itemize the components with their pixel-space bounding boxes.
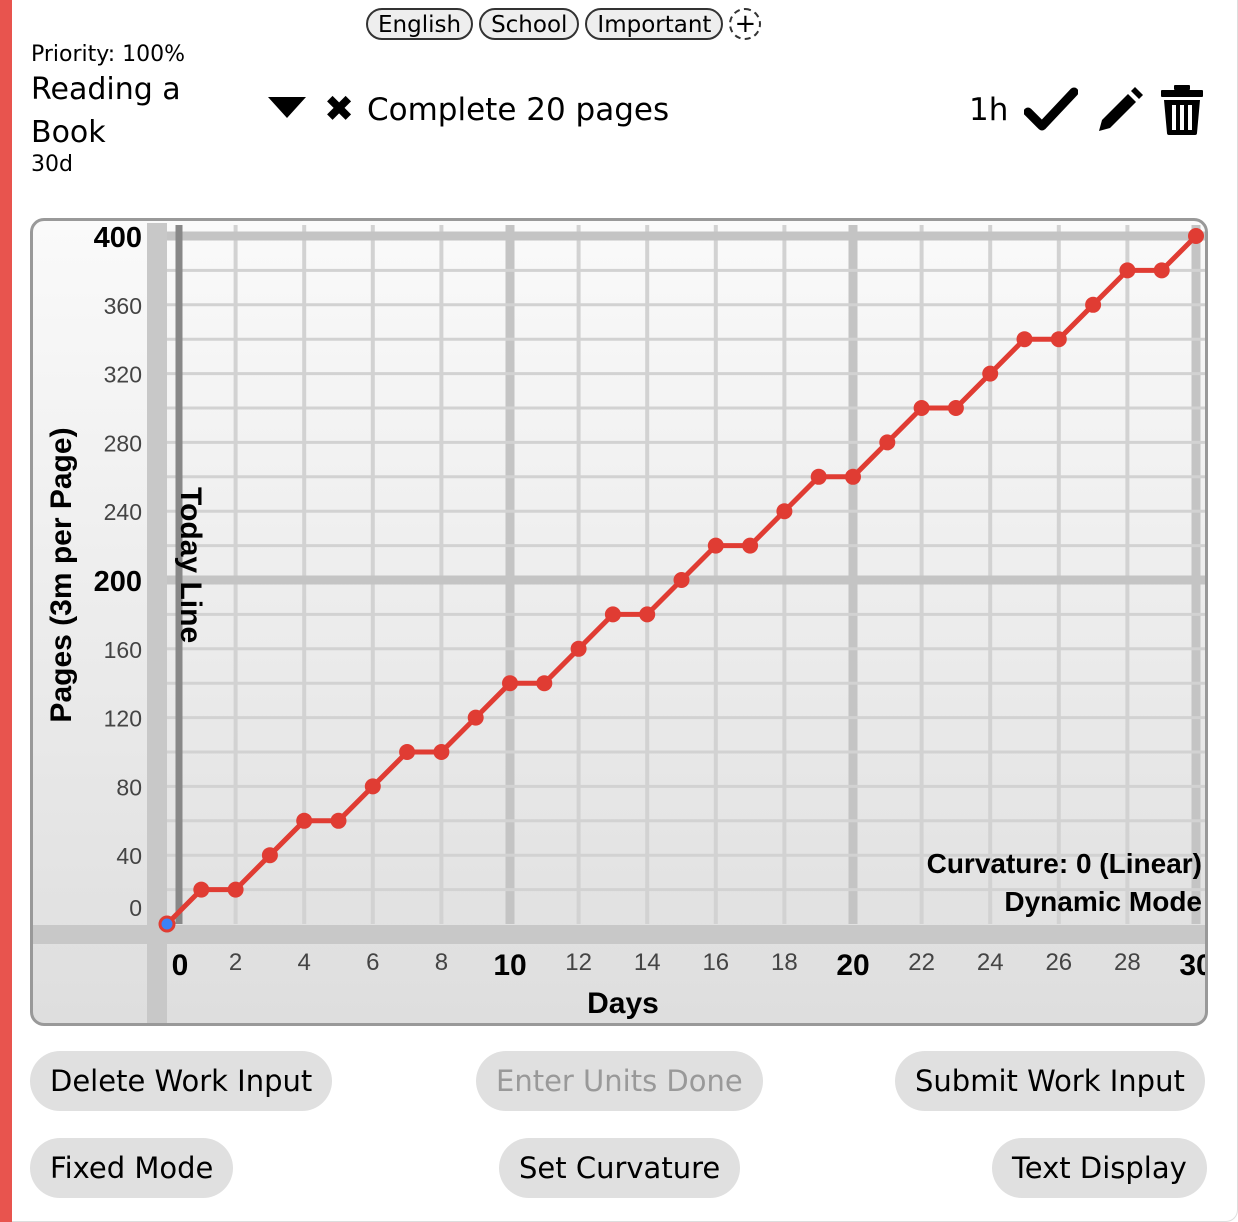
due-date: 30d	[31, 152, 73, 177]
set-curvature-button[interactable]: Set Curvature	[499, 1138, 741, 1198]
x-axis-label: Days	[587, 987, 659, 1020]
data-point	[776, 503, 793, 520]
chart-svg: Today Line 0 40 80 120 160 200 240 280 320 360 400 0…	[33, 222, 1208, 1023]
x-axis-band	[33, 925, 1205, 944]
data-point	[261, 847, 278, 864]
y-tick-label: 200	[94, 566, 142, 598]
chart-annotation: Dynamic Mode	[1004, 886, 1202, 917]
data-point	[467, 709, 484, 726]
data-point	[1016, 331, 1033, 348]
data-point	[879, 434, 896, 451]
y-tick-label: 320	[104, 362, 142, 388]
fixed-mode-button[interactable]: Fixed Mode	[30, 1138, 234, 1198]
submit-work-input-button[interactable]: Submit Work Input	[895, 1051, 1205, 1111]
task-title: Complete 20 pages	[367, 92, 670, 128]
data-point	[913, 400, 930, 416]
tag-list: English School Important +	[366, 8, 762, 40]
data-point	[707, 537, 724, 554]
work-chart[interactable]: Today Line 0 40 80 120 160 200 240 280 320 360 400 0…	[30, 218, 1208, 1026]
x-tick-label: 4	[298, 949, 311, 976]
x-tick-label: 0	[172, 949, 189, 982]
y-tick-label: 120	[104, 706, 142, 732]
data-point	[296, 812, 313, 829]
x-tick-label: 20	[836, 949, 869, 982]
x-tick-label: 8	[435, 949, 448, 976]
x-icon: ✖	[324, 89, 355, 130]
data-point	[193, 881, 210, 898]
x-tick-label: 30	[1179, 949, 1208, 982]
chart-annotation: Curvature: 0 (Linear)	[927, 848, 1202, 879]
data-point	[1188, 228, 1204, 244]
data-point	[673, 572, 690, 588]
delete-work-input-button[interactable]: Delete Work Input	[30, 1051, 333, 1111]
y-tick-label: 40	[116, 843, 142, 869]
y-tick-label: 80	[116, 774, 142, 800]
data-point	[570, 640, 587, 657]
x-tick-label: 14	[634, 949, 661, 976]
data-point	[982, 365, 999, 382]
x-tick-label: 22	[908, 949, 935, 976]
data-point	[1050, 331, 1067, 348]
text-display-button[interactable]: Text Display	[992, 1138, 1207, 1198]
data-point	[604, 606, 621, 623]
checkmark-icon[interactable]	[1024, 86, 1078, 134]
start-point	[158, 915, 176, 933]
x-tick-label: 18	[771, 949, 798, 976]
data-point	[1119, 262, 1136, 279]
y-tick-label: 240	[104, 499, 142, 525]
x-tick-label: 28	[1114, 949, 1141, 976]
tag-english[interactable]: English	[366, 8, 474, 40]
pencil-icon[interactable]	[1094, 84, 1144, 134]
x-tick-label: 26	[1045, 949, 1072, 976]
data-point	[1153, 262, 1170, 279]
x-tick-label: 2	[229, 949, 242, 976]
data-point	[364, 778, 381, 795]
y-tick-label: 400	[94, 222, 142, 254]
priority-label: Priority: 100%	[31, 42, 185, 67]
data-point	[399, 744, 416, 760]
y-tick-label: 280	[104, 430, 142, 456]
data-point	[742, 537, 759, 554]
plus-icon[interactable]: +	[729, 8, 762, 40]
time-left: 1h	[969, 92, 1009, 128]
data-point	[433, 744, 450, 760]
data-point	[502, 675, 518, 692]
trash-icon[interactable]	[1160, 84, 1204, 136]
tag-important[interactable]: Important	[585, 8, 724, 40]
data-point	[1085, 296, 1102, 313]
today-line-label: Today Line	[174, 487, 207, 643]
data-point	[639, 606, 656, 623]
y-tick-label: 160	[104, 637, 142, 663]
x-tick-label: 16	[702, 949, 729, 976]
data-point	[810, 468, 827, 485]
y-axis-label: Pages (3m per Page)	[45, 427, 78, 722]
y-tick-label: 360	[104, 293, 142, 319]
y-tick-label: 0	[129, 895, 142, 921]
tag-school[interactable]: School	[479, 8, 580, 40]
data-point	[330, 812, 347, 829]
x-tick-label: 10	[493, 949, 526, 982]
triangle-down-icon[interactable]	[268, 97, 306, 118]
data-point	[227, 881, 244, 898]
x-tick-label: 6	[366, 949, 379, 976]
data-point	[536, 675, 553, 692]
data-point	[845, 468, 861, 485]
enter-units-done-input[interactable]: Enter Units Done	[476, 1051, 763, 1111]
data-point	[947, 400, 964, 416]
y-axis-band	[147, 223, 167, 1023]
priority-color-bar	[0, 0, 12, 1222]
x-tick-label: 12	[565, 949, 592, 976]
assignment-name: Reading a Book	[31, 72, 181, 150]
x-tick-label: 24	[977, 949, 1004, 976]
